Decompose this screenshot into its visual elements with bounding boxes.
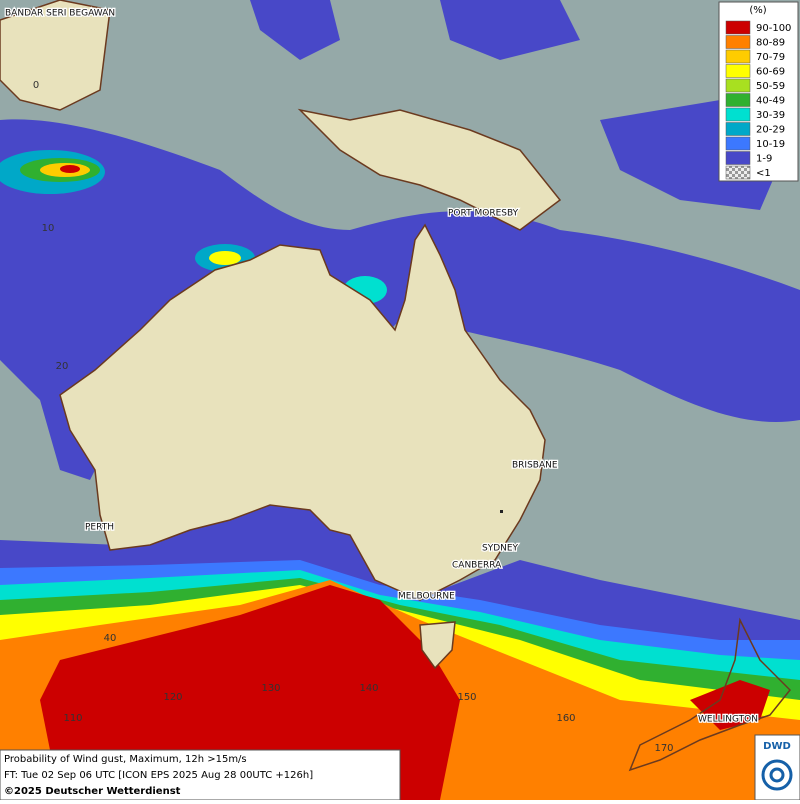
legend: (%) 90-100 80-89 70-79 60-69 50-59 40-49 30-39… — [718, 1, 799, 182]
legend-label: 70-79 — [756, 52, 785, 63]
copyright: ©2025 Deutscher Wetterdienst — [4, 786, 181, 797]
legend-swatch — [725, 35, 751, 49]
footer-box — [0, 749, 401, 801]
place-label: CANBERRA — [452, 561, 502, 571]
place-label: WELLINGTON — [698, 715, 758, 725]
legend-label: 40-49 — [756, 96, 785, 107]
legend-swatch — [725, 49, 751, 64]
place-label: MELBOURNE — [398, 592, 455, 602]
latitude-label: 10 — [42, 223, 55, 234]
legend-swatch — [725, 78, 751, 93]
south-bands — [0, 470, 800, 800]
north-fields — [0, 0, 800, 481]
tasmania — [419, 621, 456, 670]
new-guinea — [297, 108, 562, 231]
logo-swirl — [769, 767, 785, 783]
logo-swirl — [761, 759, 793, 791]
latitude-label: 40 — [104, 633, 117, 644]
legend-label: 80-89 — [756, 38, 785, 49]
legend-swatch — [725, 20, 751, 35]
place-label: PERTH — [85, 523, 114, 533]
land — [0, 0, 792, 772]
legend-swatch — [725, 136, 751, 151]
legend-swatch — [725, 107, 751, 122]
latitude-label: 20 — [56, 361, 69, 372]
legend-swatch — [725, 165, 751, 180]
place-label: PORT MORESBY — [448, 209, 519, 219]
longitude-label: 160 — [556, 713, 575, 724]
legend-label: 20-29 — [756, 125, 785, 136]
legend-label: 50-59 — [756, 81, 785, 92]
footer-line: FT: Tue 02 Sep 06 UTC [ICON EPS 2025 Aug… — [4, 770, 313, 781]
place-label: SYDNEY — [482, 544, 519, 554]
logo: DWD — [763, 741, 791, 752]
latitude-label: 0 — [33, 80, 39, 91]
legend-label: 90-100 — [756, 23, 791, 34]
legend-label: 1-9 — [756, 154, 772, 165]
legend-label: 10-19 — [756, 139, 785, 150]
legend-title: (%) — [749, 5, 766, 16]
longitude-label: 130 — [261, 683, 280, 694]
city-dot — [500, 510, 503, 513]
legend-label: 30-39 — [756, 110, 785, 121]
australia — [59, 223, 546, 601]
legend-label: 60-69 — [756, 67, 785, 78]
borneo — [0, 0, 111, 111]
legend-swatch — [725, 64, 751, 78]
place-label: BANDAR SERI BEGAWAN — [5, 9, 115, 19]
longitude-label: 150 — [457, 692, 476, 703]
legend-swatch — [725, 122, 751, 136]
legend-swatch — [725, 93, 751, 107]
longitude-label: 110 — [63, 713, 82, 724]
legend-label: <1 — [756, 168, 771, 179]
longitude-label: 170 — [654, 743, 673, 754]
place-label: BRISBANE — [512, 461, 558, 471]
new-zealand — [628, 617, 792, 772]
longitude-label: 140 — [359, 683, 378, 694]
longitude-label: 120 — [163, 692, 182, 703]
footer-line: Probability of Wind gust, Maximum, 12h >… — [4, 754, 247, 765]
legend-swatch — [725, 151, 751, 165]
